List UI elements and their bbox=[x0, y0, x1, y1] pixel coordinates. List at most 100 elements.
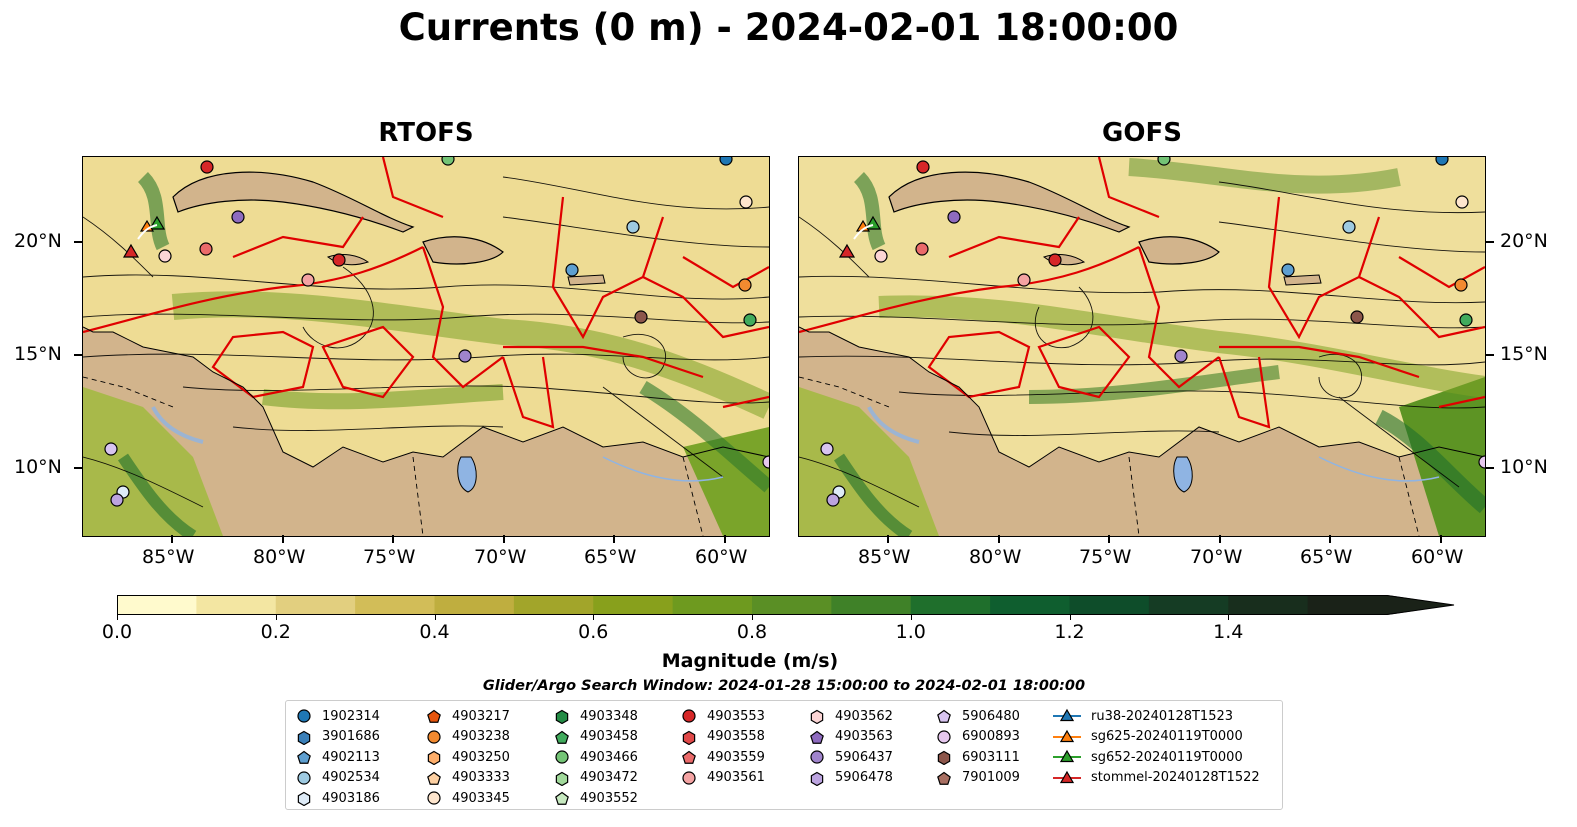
pentagon-marker-icon bbox=[937, 710, 951, 724]
map-gofs-canvas bbox=[799, 157, 1485, 536]
circle-marker-icon bbox=[682, 771, 696, 785]
legend-entry-label: 4903563 bbox=[835, 729, 893, 745]
legend-entry: 4903238 bbox=[426, 727, 510, 748]
legend-entry: 4903217 bbox=[426, 706, 510, 727]
legend-entry-label: 4903553 bbox=[707, 708, 765, 724]
lat-tickmark bbox=[74, 354, 82, 356]
legend-entry-label: 4903250 bbox=[452, 749, 510, 765]
legend-column: ru38-20240128T1523 sg625-20240119T0000 sg6… bbox=[1053, 706, 1260, 788]
lat-tickmark bbox=[74, 241, 82, 243]
pentagon-marker-icon bbox=[682, 751, 696, 765]
legend-entry-label: 4903472 bbox=[580, 770, 638, 786]
legend-entry: sg625-20240119T0000 bbox=[1053, 727, 1260, 748]
colorbar-tickmark bbox=[910, 614, 912, 620]
legend-entry: 5906478 bbox=[809, 768, 893, 789]
legend-entry-label: 4903333 bbox=[452, 770, 510, 786]
colorbar-tickmark bbox=[117, 614, 118, 620]
lon-tick-label: 65°W bbox=[1300, 546, 1353, 568]
legend-entry-label: 4903558 bbox=[707, 729, 765, 745]
lon-tickmark bbox=[503, 535, 505, 543]
legend-entry-label: 6900893 bbox=[962, 729, 1020, 745]
legend-entry: 4903186 bbox=[296, 788, 380, 809]
lon-tick-label: 75°W bbox=[1079, 546, 1132, 568]
colorbar-segment bbox=[117, 595, 197, 615]
map-gofs[interactable] bbox=[798, 156, 1486, 537]
legend-entry: 4903553 bbox=[681, 706, 765, 727]
legend-entry-label: 7901009 bbox=[962, 770, 1020, 786]
legend-entry: 3901686 bbox=[296, 727, 380, 748]
legend-entry-label: 4903217 bbox=[452, 708, 510, 724]
hexagon-marker-icon bbox=[297, 792, 311, 807]
legend-entry-label: 4903552 bbox=[580, 790, 638, 806]
circle-marker-icon bbox=[810, 750, 824, 764]
hexagon-marker-icon bbox=[810, 710, 824, 725]
figure-title: Currents (0 m) - 2024-02-01 18:00:00 bbox=[398, 6, 1179, 49]
lon-tickmark bbox=[1329, 535, 1331, 543]
legend-entry-label: 5906478 bbox=[835, 770, 893, 786]
legend-entry: 4903562 bbox=[809, 706, 893, 727]
colorbar-tick-label: 0.4 bbox=[419, 621, 450, 643]
lon-tickmark bbox=[1108, 535, 1110, 543]
lon-tick-label: 75°W bbox=[363, 546, 416, 568]
legend-entry-label: 4903348 bbox=[580, 708, 638, 724]
colorbar-segment bbox=[831, 595, 912, 615]
legend-column: 4903562 4903563 5906437 5906478 bbox=[809, 706, 893, 788]
pentagon-marker-icon bbox=[555, 730, 569, 744]
circle-marker-icon bbox=[937, 730, 951, 744]
circle-marker-icon bbox=[297, 771, 311, 785]
legend-entry-label: sg652-20240119T0000 bbox=[1091, 749, 1243, 765]
colorbar-segment bbox=[1228, 595, 1309, 615]
triangle-marker-icon bbox=[1053, 729, 1081, 742]
colorbar-segment bbox=[752, 595, 832, 615]
colorbar-segment bbox=[355, 595, 435, 615]
legend-entry: 4903552 bbox=[554, 788, 638, 809]
legend-entry: stommel-20240128T1522 bbox=[1053, 768, 1260, 789]
colorbar-label: Magnitude (m/s) bbox=[661, 650, 839, 672]
lat-tickmark bbox=[74, 467, 82, 469]
colorbar-segment bbox=[990, 595, 1070, 615]
hexagon-marker-icon bbox=[810, 771, 824, 786]
legend-entry: 5906480 bbox=[936, 706, 1020, 727]
map-rtofs[interactable] bbox=[82, 156, 770, 537]
lon-tickmark bbox=[282, 535, 284, 543]
circle-marker-icon bbox=[297, 709, 311, 723]
colorbar-tick-label: 1.4 bbox=[1213, 621, 1244, 643]
colorbar-tick-label: 0.0 bbox=[101, 621, 133, 643]
lon-tick-label: 70°W bbox=[1190, 546, 1243, 568]
colorbar-tick-label: 0.8 bbox=[736, 621, 768, 643]
lon-tickmark bbox=[171, 535, 173, 543]
legend-entry-label: stommel-20240128T1522 bbox=[1091, 770, 1260, 786]
lon-tick-label: 60°W bbox=[695, 546, 748, 568]
lat-tickmark bbox=[1486, 467, 1494, 469]
legend-column: 4903217 4903238 4903250 4903333 4903345 bbox=[426, 706, 510, 809]
colorbar-outline bbox=[117, 595, 1455, 615]
legend-entry-label: 4902534 bbox=[322, 770, 380, 786]
colorbar-segment bbox=[1069, 595, 1150, 615]
legend-entry-label: 4903559 bbox=[707, 749, 765, 765]
lon-tick-label: 85°W bbox=[858, 546, 911, 568]
legend-entry-label: 4903562 bbox=[835, 708, 893, 724]
lon-tickmark bbox=[392, 535, 394, 543]
lat-tick-label: 10°N bbox=[14, 456, 62, 478]
colorbar-tick-label: 1.2 bbox=[1054, 621, 1085, 643]
legend-entry: 7901009 bbox=[936, 768, 1020, 789]
triangle-marker-icon bbox=[1053, 770, 1081, 783]
lat-tick-label: 20°N bbox=[14, 230, 62, 252]
colorbar bbox=[117, 595, 1455, 615]
legend-entry: 4903563 bbox=[809, 727, 893, 748]
legend-entry: 4902113 bbox=[296, 747, 380, 768]
colorbar-segment bbox=[275, 595, 356, 615]
triangle-marker-icon bbox=[1053, 709, 1081, 722]
colorbar-tickmark bbox=[275, 614, 277, 620]
legend-entry-label: 3901686 bbox=[322, 729, 380, 745]
legend-entry-label: sg625-20240119T0000 bbox=[1091, 729, 1243, 745]
legend-entry-label: 1902314 bbox=[322, 708, 380, 724]
lon-tick-label: 65°W bbox=[584, 546, 637, 568]
colorbar-segment bbox=[196, 595, 277, 615]
hexagon-marker-icon bbox=[427, 751, 441, 766]
legend-entry-label: 6903111 bbox=[962, 749, 1020, 765]
legend-entry-label: 4903466 bbox=[580, 749, 638, 765]
lon-tick-label: 70°W bbox=[474, 546, 527, 568]
circle-marker-icon bbox=[555, 750, 569, 764]
colorbar-tickmark bbox=[752, 614, 753, 620]
